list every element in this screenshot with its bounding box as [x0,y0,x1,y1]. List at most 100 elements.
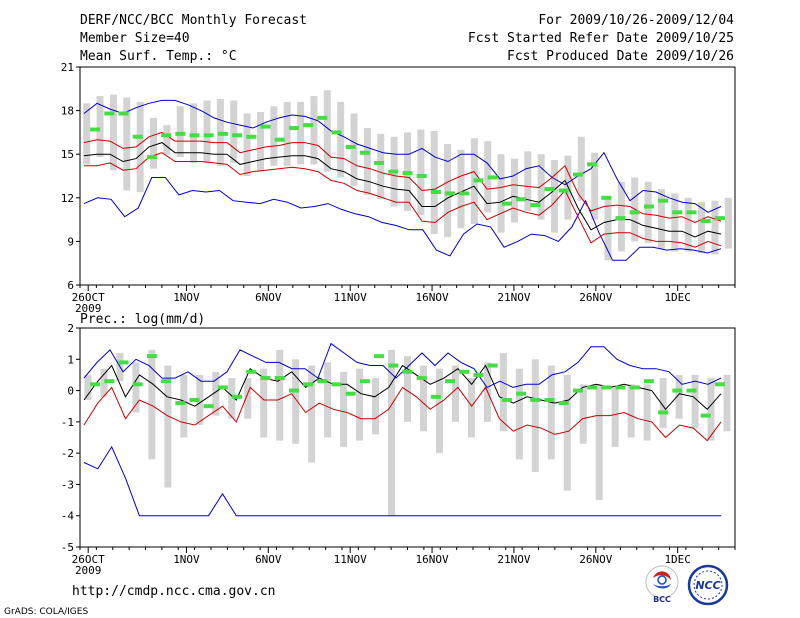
ensemble-marker [658,410,669,415]
x-tick-label: 6NOV [255,553,282,566]
ensemble-mean-line [83,142,722,238]
ensemble-marker [303,123,314,128]
x-year-label: 2009 [75,564,102,577]
lower-spread-line [83,386,722,442]
upper-spread-line [83,131,722,224]
x-tick-label: 1DEC [664,553,691,566]
member-range-box [563,374,571,491]
y-tick-label: 0 [67,385,74,398]
precipitation-panel: -5 -4 -3 -2 -1 0 1 2 26OCT 1NOV 6NOV 11NOV 16NOV 21NO… [61,322,736,577]
member-range-box [109,94,117,171]
member-range-box [430,130,438,235]
ensemble-marker [714,216,725,221]
member-range-box [203,100,211,163]
member-range-box [444,144,452,238]
ensemble-marker [544,187,555,192]
member-range-box [230,100,238,163]
member-range-box [707,378,715,441]
ensemble-marker [643,204,654,209]
ensemble-marker [374,354,385,359]
ensemble-marker [189,397,200,402]
member-range-box [417,129,425,216]
member-range-box [228,378,236,419]
x-tick-label: 1NOV [173,291,200,304]
x-tick-label: 26NOV [579,553,612,566]
member-range-box [451,365,459,422]
y-tick-label: 21 [61,61,74,74]
ensemble-marker [686,388,697,393]
ensemble-marker [615,385,626,390]
ensemble-marker [700,413,711,418]
ensemble-marker [104,379,115,384]
ensemble-marker [246,369,257,374]
member-range-box [276,349,284,441]
ensemble-marker [445,191,456,196]
precip-panel-title: Prec.: log(mm/d) [80,312,205,327]
member-range-box [132,362,140,413]
member-range-box [551,160,559,233]
member-range-box [308,365,316,463]
ensemble-marker [416,174,427,178]
ensemble-marker [118,111,129,116]
ncc-logo: NCC [687,564,729,606]
date-line-1: For 2009/10/26-2009/12/04 [538,13,734,28]
x-tick-label: 6NOV [255,291,282,304]
member-range-box [591,152,599,220]
member-range-box [671,193,679,252]
y-tick-label: 1 [67,353,74,366]
member-range-box [377,133,385,200]
x-tick-label: 11NOV [334,291,367,304]
ensemble-marker [700,219,711,224]
ensemble-mean-line [83,364,722,411]
ensemble-marker [459,369,470,374]
ensemble-marker [274,137,285,142]
ensemble-marker [132,382,143,387]
ensemble-marker [90,127,101,132]
member-range-box [611,387,619,447]
member-range-box [363,128,371,195]
member-range-box [404,356,411,422]
member-range-box [196,374,204,425]
ensemble-marker [501,397,512,402]
member-range-box [244,378,252,419]
ensemble-marker [146,155,157,160]
temperature-panel: 6 9 12 15 18 21 26OCT 1NOV 6NOV 11NOV 16NOV 21NOV 26… [61,61,736,315]
member-range-box [595,384,603,501]
ensemble-marker [359,379,370,384]
member-range-box [356,368,364,441]
bcc-logo-text: BCC [653,595,671,604]
member-range-box [292,359,300,444]
member-range-box [457,149,465,229]
ensemble-marker [516,391,527,396]
member-range-box [691,374,699,429]
date-line-2: Fcst Started Refer Date 2009/10/25 [468,31,734,46]
ensemble-marker [359,150,370,155]
ensemble-marker [643,379,654,384]
member-range-box [711,200,719,255]
y-tick-label: -3 [61,478,74,491]
member-range-box [83,103,91,165]
max-line [83,99,722,213]
ensemble-marker [629,385,640,390]
ensemble-marker [374,160,385,165]
ensemble-marker [189,133,200,138]
ensemble-marker [260,124,271,129]
ensemble-marker [416,376,427,381]
ensemble-marker [530,397,541,402]
ensemble-marker [430,394,441,399]
ensemble-marker [487,363,498,368]
member-range-box [675,374,683,419]
y-tick-label: 15 [61,148,74,161]
ensemble-marker [345,144,356,149]
ensemble-marker [572,172,583,177]
ensemble-marker [572,388,583,393]
member-range-box [657,189,665,249]
min-line [83,445,721,517]
y-tick-label: 2 [67,322,74,335]
ensemble-marker [388,363,399,368]
member-range-box [123,97,131,191]
ensemble-marker [587,385,598,390]
x-tick-label: 26OCT [72,291,105,304]
member-range-box [212,371,220,416]
ensemble-marker [331,382,342,387]
